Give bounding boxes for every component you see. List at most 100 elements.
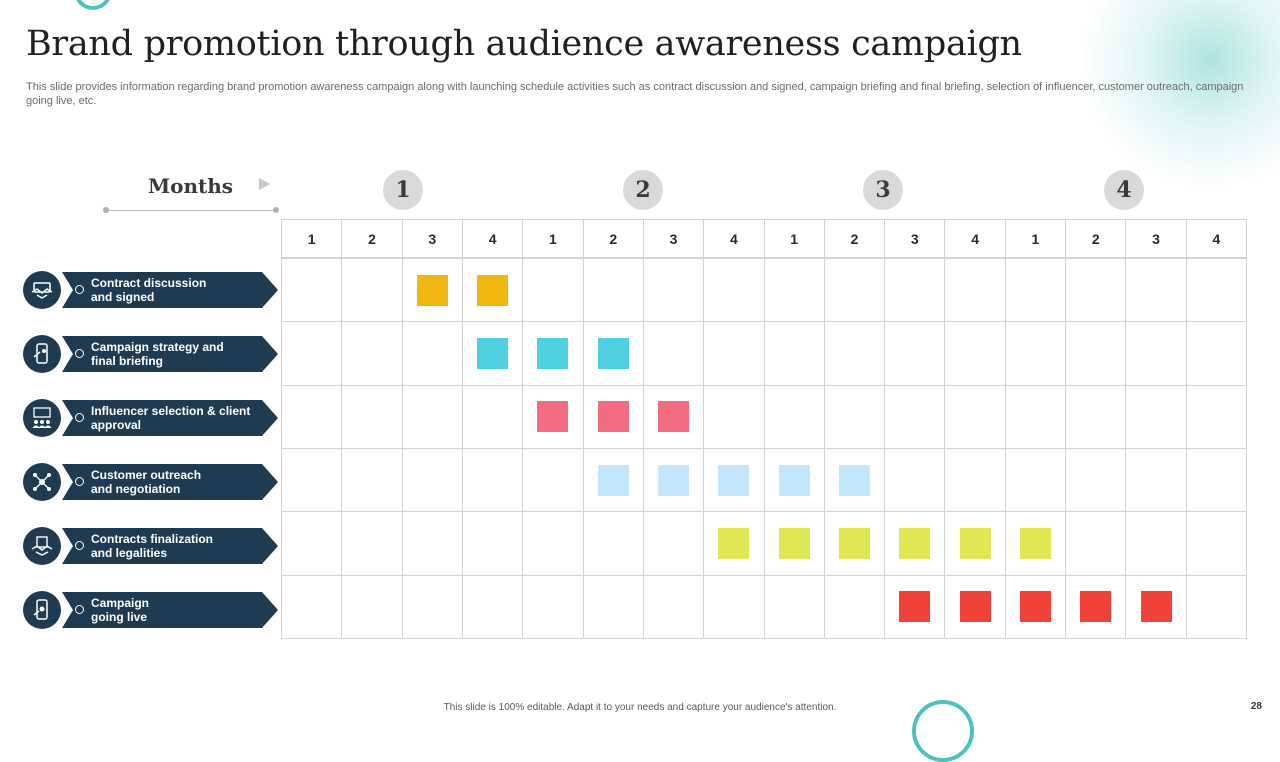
task-connector-dot: [75, 349, 84, 358]
week-header: 1: [1005, 220, 1067, 259]
grid-cell: [282, 385, 343, 449]
grid-cell: [945, 448, 1006, 513]
month-circle-2: 2: [623, 170, 663, 210]
grid-cell: [764, 575, 825, 639]
task-label: Contract discussion and signed: [91, 276, 207, 304]
task-marker: [778, 464, 810, 496]
page-number: 28: [1250, 701, 1262, 712]
task-marker: [838, 527, 870, 559]
grid-cell: [342, 575, 403, 639]
grid-cell: [1126, 448, 1187, 513]
task-marker: [1019, 591, 1051, 623]
page-subtitle: This slide provides information regardin…: [26, 81, 1244, 107]
task-marker: [778, 527, 810, 559]
task-label: Campaign strategy and final briefing: [91, 340, 224, 368]
grid-cell: [1005, 512, 1067, 576]
grid-cell: [462, 259, 524, 323]
week-header: 4: [1186, 220, 1247, 259]
grid-cell: [704, 575, 765, 639]
task-marker: [959, 527, 991, 559]
task-banner: [62, 464, 278, 500]
grid-cell: [824, 512, 886, 576]
grid-cell: [945, 385, 1006, 449]
page-title: Brand promotion through audience awarene…: [26, 24, 1022, 64]
task-marker: [597, 401, 629, 433]
grid-cell: [1005, 575, 1067, 639]
grid-cell: [643, 259, 705, 323]
grid-cell: [1186, 575, 1247, 639]
grid-cell: [945, 512, 1006, 576]
task-marker: [1019, 527, 1051, 559]
grid-cell: [523, 385, 584, 449]
months-underline: [106, 210, 276, 211]
task-marker: [838, 464, 870, 496]
grid-cell: [462, 512, 524, 576]
months-label: Months: [148, 174, 234, 198]
decorative-ring-top: [74, 0, 112, 10]
week-header: 4: [462, 220, 524, 259]
grid-cell: [523, 448, 584, 513]
phone-live-icon: [23, 591, 61, 629]
grid-cell: [704, 322, 765, 386]
grid-cell: [402, 575, 463, 639]
task-banner: [62, 272, 278, 308]
agreement-icon: [23, 527, 61, 565]
network-outreach-icon: [23, 463, 61, 501]
grid-cell: [885, 259, 946, 323]
task-marker: [477, 274, 509, 306]
grid-cell: [764, 512, 825, 576]
grid-cell: [945, 575, 1006, 639]
grid-cell: [824, 448, 886, 513]
week-header: 1: [764, 220, 825, 259]
grid-cell: [402, 385, 463, 449]
grid-cell: [643, 385, 705, 449]
grid-cell: [583, 322, 644, 386]
grid-cell: [945, 259, 1006, 323]
task-row: Campaign strategy and final briefing: [22, 335, 278, 373]
week-header: 3: [402, 220, 463, 259]
grid-cell: [342, 322, 403, 386]
task-marker: [1140, 591, 1172, 623]
grid-cell: [885, 575, 946, 639]
task-connector-dot: [75, 541, 84, 550]
task-marker: [477, 337, 509, 369]
influencer-team-icon: [23, 399, 61, 437]
grid-cell: [824, 385, 886, 449]
grid-cell: [764, 322, 825, 386]
grid-cell: [885, 512, 946, 576]
grid-cell: [704, 259, 765, 323]
grid-cell: [1186, 259, 1247, 323]
task-row: Influencer selection & client approval: [22, 399, 278, 437]
grid-cell: [704, 448, 765, 513]
grid-cell: [342, 512, 403, 576]
week-header: 3: [1126, 220, 1187, 259]
grid-cell: [523, 575, 584, 639]
grid-cell: [462, 575, 524, 639]
grid-cell: [1186, 512, 1247, 576]
months-underline-start-dot: [103, 207, 109, 213]
grid-cell: [1126, 385, 1187, 449]
grid-cell: [462, 448, 524, 513]
grid-cell: [1066, 448, 1127, 513]
grid-cell: [1005, 322, 1067, 386]
grid-cell: [1066, 575, 1127, 639]
week-header: 2: [824, 220, 886, 259]
task-banner: [62, 592, 278, 628]
task-label: Influencer selection & client approval: [91, 404, 251, 432]
grid-cell: [764, 385, 825, 449]
grid-cell: [643, 448, 705, 513]
grid-cell: [342, 448, 403, 513]
grid-cell: [1005, 448, 1067, 513]
task-marker: [537, 337, 569, 369]
task-marker: [416, 274, 448, 306]
grid-cell: [885, 385, 946, 449]
grid-cell: [1066, 322, 1127, 386]
task-marker: [658, 401, 690, 433]
months-underline-end-dot: [273, 207, 279, 213]
task-marker: [597, 337, 629, 369]
task-label: Campaign going live: [91, 596, 150, 624]
grid-cell: [1066, 512, 1127, 576]
grid-cell: [824, 259, 886, 323]
month-circle-3: 3: [863, 170, 903, 210]
